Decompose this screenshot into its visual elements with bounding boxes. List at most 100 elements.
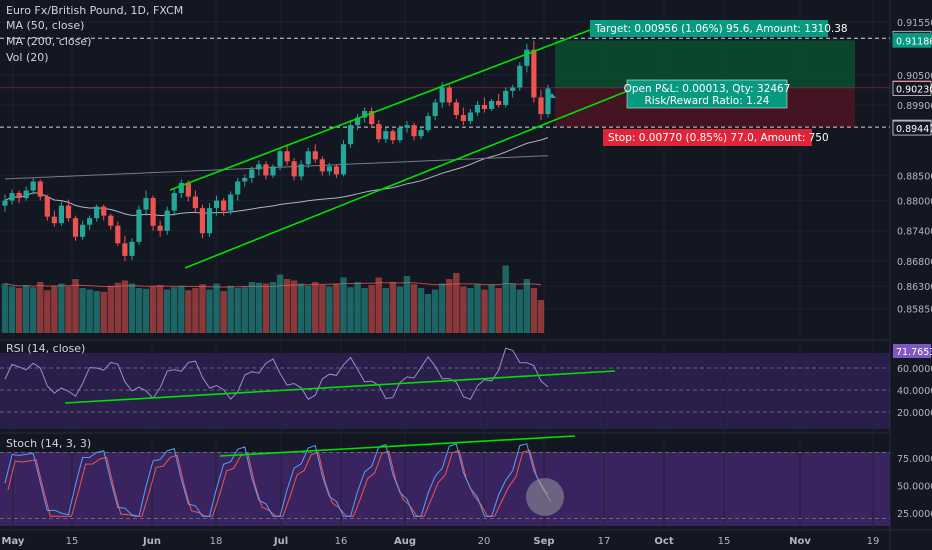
volume-bar: [100, 291, 107, 333]
candle-body: [319, 159, 325, 172]
time-tick-label: 17: [598, 536, 611, 547]
rr-label: Risk/Reward Ratio: 1.24: [645, 95, 770, 107]
volume-bar: [171, 287, 178, 333]
stoch-trendline: [219, 435, 576, 457]
volume-bar: [37, 282, 44, 333]
price-tag: [892, 80, 932, 96]
legend-vol: Vol (20): [6, 51, 49, 64]
candle-body: [108, 215, 114, 226]
candle-body: [460, 115, 466, 122]
time-tick-label: Nov: [789, 536, 811, 547]
stop-label: Stop: 0.00770 (0.85%) 77.0, Amount: 750: [608, 132, 829, 144]
candle-body: [256, 164, 262, 170]
volume-bar: [135, 288, 143, 333]
time-tick-label: 15: [66, 536, 79, 547]
time-tick-label: Oct: [654, 536, 673, 547]
candle-body: [16, 193, 22, 199]
volume-bar: [424, 294, 432, 333]
volume-bar: [290, 280, 298, 333]
rsi-pane-band: [0, 353, 890, 429]
volume-bar: [502, 265, 509, 333]
candle-body: [340, 144, 347, 175]
rsi-tick-label: 60.0000: [897, 364, 932, 375]
candle-body: [503, 90, 509, 105]
candle-body: [347, 125, 354, 145]
rsi-pane: [0, 347, 890, 413]
volume-bar: [142, 288, 150, 333]
candle-body: [171, 193, 177, 211]
time-tick-label: 15: [718, 536, 731, 547]
volume-bar: [326, 286, 333, 333]
volume-bar: [312, 282, 319, 333]
candle-body: [65, 205, 72, 219]
candle-body: [333, 166, 340, 175]
price-tag-label: 0.89441: [896, 124, 932, 135]
volume-bar: [234, 288, 241, 333]
time-tick-label: Jul: [273, 536, 288, 547]
volume-bar: [178, 285, 185, 333]
candle-body: [284, 151, 290, 162]
volume-bar: [8, 286, 16, 333]
volume-bar: [248, 282, 256, 333]
volume-bar: [206, 289, 213, 333]
candle-body: [2, 200, 8, 206]
candle-body: [221, 200, 227, 211]
volume-bar: [255, 282, 263, 333]
volume-bar: [107, 285, 114, 333]
stoch-pane-band: [0, 452, 890, 526]
volume-bar: [354, 282, 361, 333]
candle-body: [404, 125, 410, 128]
candle-body: [157, 225, 163, 231]
volume-bar: [283, 279, 291, 333]
time-tick-label: 18: [210, 536, 223, 547]
volume-bar: [347, 287, 354, 333]
time-tick-label: Aug: [394, 536, 416, 547]
volume-bar: [156, 285, 164, 333]
candle-body: [79, 224, 86, 237]
target-label-box: [590, 20, 828, 37]
legend-stoch: Stoch (14, 3, 3): [6, 437, 91, 450]
last-price-marker-icon: [548, 93, 556, 98]
channel-lower-line[interactable]: [184, 87, 636, 269]
volume-bar: [128, 283, 136, 333]
pnl-box: [626, 79, 788, 109]
candle-body: [397, 127, 403, 141]
candle-body: [115, 225, 121, 244]
candle-body: [101, 206, 107, 216]
volume-bar: [72, 279, 79, 333]
candle-body: [143, 198, 149, 210]
candle-body: [481, 104, 488, 110]
candle-body: [178, 182, 184, 194]
candle-body: [199, 208, 206, 234]
candle-body: [242, 177, 248, 182]
time-tick-label: 16: [335, 536, 348, 547]
legend-ma200: MA (200, close): [6, 35, 91, 48]
volume-bar: [297, 283, 305, 333]
legend-rsi: RSI (14, close): [6, 342, 85, 355]
stoch-k-line: [4, 443, 549, 517]
volume-bar: [30, 287, 37, 333]
candle-body: [298, 164, 304, 177]
candle-body: [545, 88, 551, 115]
volume-bar: [149, 286, 157, 333]
stop-label-box: [603, 129, 812, 146]
volume-bar: [305, 285, 312, 333]
candle-body: [249, 169, 255, 178]
volume-bar: [403, 276, 411, 333]
volume-bar: [474, 284, 481, 333]
candle-body: [326, 166, 332, 172]
trend-channel[interactable]: [169, 29, 636, 269]
price-tag-label: 0.91186: [896, 36, 932, 47]
candle-body: [44, 196, 50, 217]
time-tick-label: Jun: [142, 536, 161, 547]
candle-body: [432, 102, 438, 117]
volume-bar: [58, 283, 65, 333]
candle-body: [376, 124, 382, 140]
volume-bar: [431, 289, 439, 333]
candle-body: [164, 210, 170, 231]
channel-upper-line[interactable]: [169, 29, 591, 191]
stoch-tick-label: 25.0000: [897, 509, 932, 520]
candle-body: [235, 181, 241, 195]
